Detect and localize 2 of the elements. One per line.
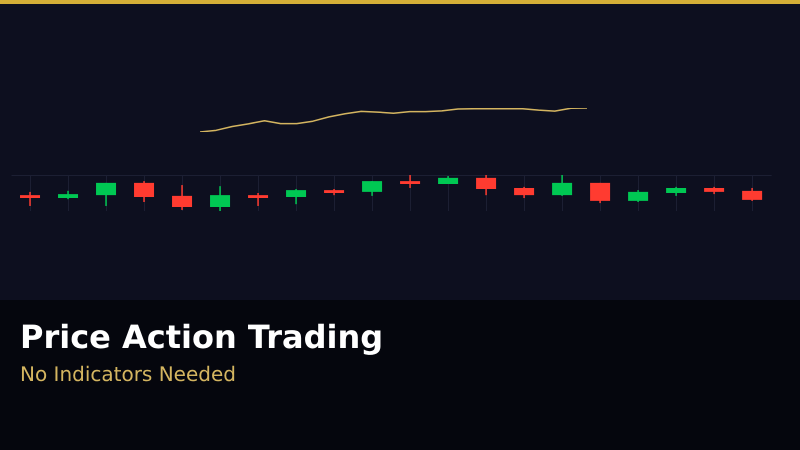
text: Price Action Trading [20,318,384,356]
text: No Indicators Needed [20,362,236,386]
